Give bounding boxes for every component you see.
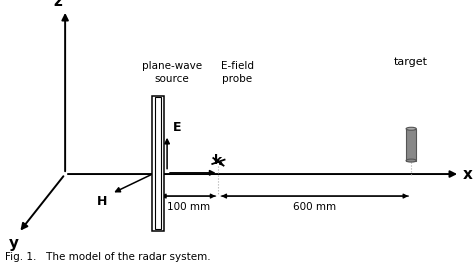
Text: 600 mm: 600 mm <box>293 202 337 212</box>
Text: z: z <box>54 0 63 9</box>
Ellipse shape <box>406 127 416 130</box>
Text: plane-wave
source: plane-wave source <box>142 61 202 84</box>
Bar <box>406 129 416 161</box>
Bar <box>152 96 164 231</box>
Text: E: E <box>173 121 181 134</box>
Text: k: k <box>214 154 222 167</box>
Bar <box>155 97 161 229</box>
Text: target: target <box>394 56 428 66</box>
Text: 100 mm: 100 mm <box>167 202 210 212</box>
Text: x: x <box>462 167 472 182</box>
Text: y: y <box>9 236 19 252</box>
Ellipse shape <box>406 159 416 162</box>
Text: H: H <box>97 195 107 208</box>
Text: Fig. 1.   The model of the radar system.: Fig. 1. The model of the radar system. <box>5 252 210 262</box>
Text: E-field
probe: E-field probe <box>220 61 254 84</box>
